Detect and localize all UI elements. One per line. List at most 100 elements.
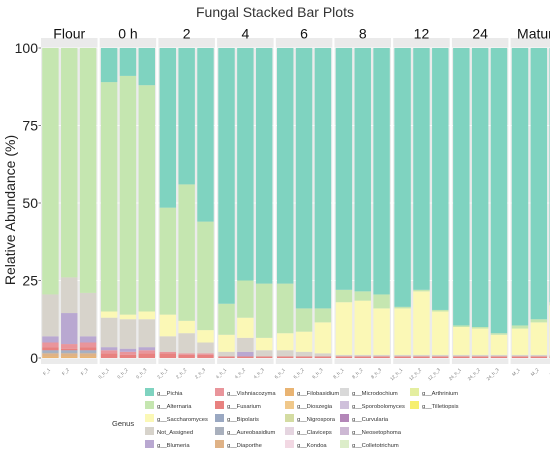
bar-segment xyxy=(178,184,195,321)
bar-segment xyxy=(159,351,177,354)
bar-segment xyxy=(42,351,59,354)
facet-strip xyxy=(451,38,509,48)
facet-strip xyxy=(334,38,391,48)
bar-segment xyxy=(237,337,254,352)
x-tick-label: 8_h_1 xyxy=(332,367,345,380)
facet-label: 8 xyxy=(359,26,367,42)
bar-segment xyxy=(197,353,214,355)
x-tick-label: F_2 xyxy=(61,367,70,376)
facet-panel: 0 h 0_h_1 0_h_2 0_h_3 xyxy=(97,26,157,380)
bar-segment xyxy=(79,356,97,358)
bar-segment xyxy=(218,356,235,358)
facet-panel: 4 4_h_1 4_h_2 4_h_3 xyxy=(215,26,274,380)
facet-label: 2 xyxy=(183,26,191,42)
bar-segment xyxy=(471,48,489,327)
bar-segment xyxy=(178,354,195,358)
bar-segment xyxy=(255,337,273,351)
bar-segment xyxy=(490,334,508,355)
x-tick-label: 2_h_2 xyxy=(175,367,188,380)
bar-segment xyxy=(61,348,78,351)
legend-item: g__Kondoa xyxy=(285,440,327,449)
bar-segment xyxy=(530,354,548,357)
legend-item: g__Claviceps xyxy=(285,427,332,436)
legend-label: g__Colletotrichum xyxy=(352,443,399,449)
bar-segment xyxy=(119,354,137,358)
bar-segment xyxy=(61,313,78,345)
legend-item: g__Arthrinium xyxy=(410,388,458,397)
facet-strip xyxy=(99,38,157,48)
facet-panel: 24 24_h_1 24_h_2 24_h_3 xyxy=(448,26,509,381)
legend-swatch xyxy=(340,427,349,435)
legend-swatch xyxy=(285,440,294,448)
facet-strip xyxy=(393,38,450,48)
y-tick-label: 100 xyxy=(15,40,39,56)
bar-segment xyxy=(413,289,430,292)
bar-segment xyxy=(277,350,294,357)
x-tick-label: 6_h_1 xyxy=(274,367,287,380)
bar-segment xyxy=(511,325,529,329)
x-tick-label: M_3 xyxy=(549,367,550,377)
bar-segment xyxy=(159,336,177,352)
bar-segment xyxy=(277,283,294,334)
bar-segment xyxy=(178,48,195,185)
bar-segment xyxy=(138,350,155,354)
x-tick-label: 0_h_3 xyxy=(135,367,148,380)
facet-label: 12 xyxy=(414,26,430,42)
bar-segment xyxy=(61,353,78,357)
x-tick-label: 6_h_3 xyxy=(311,367,324,380)
bar-segment xyxy=(335,48,353,290)
legend-swatch xyxy=(145,440,154,448)
bar-segment xyxy=(79,347,97,351)
bar-segment xyxy=(295,308,313,332)
legend-label: Not_Assigned xyxy=(157,430,193,436)
legend-swatch xyxy=(410,401,419,409)
legend-swatch xyxy=(285,414,294,422)
bar-segment xyxy=(100,347,118,351)
x-tick-label: F_1 xyxy=(42,367,51,376)
bar-segment xyxy=(354,48,371,292)
legend-swatch xyxy=(285,388,294,396)
bar-segment xyxy=(237,317,254,338)
facet-panel: 6 6_h_1 6_h_2 6_h_3 xyxy=(274,26,333,380)
legend-swatch xyxy=(340,440,349,448)
legend-item: g__Colletotrichum xyxy=(340,440,399,449)
bar-segment xyxy=(159,314,177,337)
bar-segment xyxy=(453,327,470,355)
legend-swatch xyxy=(410,388,419,396)
bar-segment xyxy=(100,350,118,354)
legend-label: g__Claviceps xyxy=(297,430,332,436)
bar-segment xyxy=(138,347,155,351)
bar-segment xyxy=(255,283,273,338)
bar-segment xyxy=(394,308,411,355)
bar-segment xyxy=(237,351,254,357)
bar-segment xyxy=(138,319,155,348)
bar-segment xyxy=(277,356,294,358)
bar-segment xyxy=(197,48,214,222)
facet-panel: 8 8_h_1 8_h_2 8_h_3 xyxy=(332,26,391,380)
legend-swatch xyxy=(340,401,349,409)
bar-segment xyxy=(453,356,470,358)
bar-segment xyxy=(432,356,449,358)
legend-label: g__Saccharomyces xyxy=(157,417,208,423)
x-tick-label: F_3 xyxy=(80,367,89,376)
legend-item: g__Fusarium xyxy=(215,401,261,410)
bar-segment xyxy=(354,356,371,358)
bar-segment xyxy=(511,356,529,358)
x-tick-label: 6_h_2 xyxy=(292,367,305,380)
bar-segment xyxy=(295,331,313,352)
legend-swatch xyxy=(215,388,224,396)
bar-segment xyxy=(61,351,78,354)
bar-segment xyxy=(432,311,449,355)
bar-segment xyxy=(432,309,449,312)
bar-segment xyxy=(237,48,254,281)
legend-swatch xyxy=(145,414,154,422)
bar-segment xyxy=(471,356,489,358)
bar-segment xyxy=(42,48,59,295)
bar-segment xyxy=(197,342,214,354)
facet-label: 6 xyxy=(300,26,308,42)
legend-item: g__Nigrospora xyxy=(285,414,336,423)
bar-segment xyxy=(373,308,390,355)
x-tick-label: 4_h_2 xyxy=(234,367,247,380)
facet-label: Flour xyxy=(53,26,85,42)
